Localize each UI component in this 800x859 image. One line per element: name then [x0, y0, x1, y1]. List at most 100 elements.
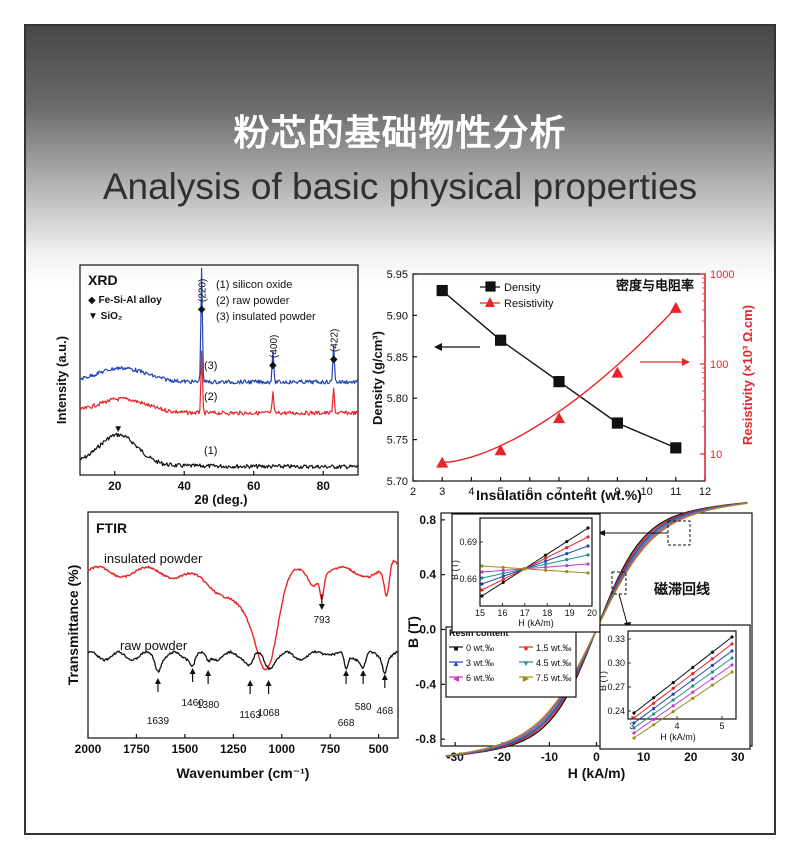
ftir-x-tick-label: 1000: [268, 742, 295, 756]
bh-title: 磁滞回线: [654, 581, 710, 597]
inset-upper-point: [501, 574, 505, 579]
density-x-axis-label: Insulation content (wt.%): [476, 487, 642, 503]
ftir-band-label: 580: [355, 702, 372, 713]
inset-lower-point: [671, 704, 675, 708]
inset-upper-x-tick-label: 18: [542, 608, 552, 618]
inset-lower-point: [671, 698, 675, 702]
resistivity-y-tick-label: 10: [710, 449, 722, 461]
inset-lower-point: [632, 716, 636, 720]
inset-upper-y-label: B (T): [450, 560, 460, 580]
bh-x-tick-label: 30: [731, 750, 745, 764]
inset-lower-y-tick-label: 0.30: [607, 658, 625, 668]
xrd-series-label: (1): [204, 445, 217, 457]
bh-x-tick-label: -30: [446, 750, 464, 764]
ftir-band-arrow-head: [265, 680, 272, 686]
bh-x-tick-label: -10: [541, 750, 559, 764]
bh-legend-box: [445, 626, 577, 698]
bh-y-tick-label: 0.8: [419, 513, 436, 527]
ftir-plot-frame: [87, 511, 399, 739]
bh-zoom-arrow: [598, 530, 605, 536]
inset-upper-x-tick-label: 19: [565, 608, 575, 618]
ftir-band-label: 1380: [197, 700, 220, 711]
density-y-tick-label: 5.70: [387, 476, 408, 488]
ftir-raw-curve: [87, 650, 398, 675]
bh-legend-marker: ●: [524, 644, 529, 653]
inset-upper-y-tick-label: 0.66: [459, 574, 477, 584]
xrd-series-line: [79, 350, 359, 416]
ftir-x-tick-label: 1750: [123, 742, 150, 756]
bh-legend-marker: ■: [454, 644, 459, 653]
inset-lower-point: [671, 681, 675, 685]
inset-upper-point: [586, 535, 590, 539]
xrd-peak-label: (422): [330, 329, 341, 352]
density-series-line: [441, 290, 677, 449]
inset-upper-point: [501, 565, 505, 570]
inset-upper-frame: [479, 517, 593, 607]
density-point: [670, 442, 682, 454]
inset-upper-point: [501, 571, 505, 576]
inset-lower-point: [691, 690, 695, 694]
inset-upper-x-tick-label: 15: [475, 608, 485, 618]
inset-upper-point: [544, 565, 548, 569]
inset-upper-curve: [481, 536, 589, 591]
inset-upper-point: [586, 571, 590, 575]
xrd-x-tick-label: 80: [317, 479, 331, 493]
inset-upper-point: [544, 559, 548, 563]
inset-lower-point: [710, 677, 715, 681]
density-point: [436, 284, 448, 297]
density-y-tick-label: 5.90: [387, 310, 408, 322]
inset-upper-point: [565, 546, 569, 550]
density-title: 密度与电阻率: [615, 278, 694, 293]
xrd-peak-marker: ◆: [198, 304, 206, 315]
inset-lower-point: [730, 642, 734, 646]
inset-upper-point: [501, 577, 505, 582]
xrd-x-tick-label: 60: [247, 479, 261, 493]
inset-upper-point: [565, 552, 569, 556]
inset-lower-curve: [633, 636, 733, 714]
xrd-legend-alloy: ◆ Fe-Si-Al alloy: [88, 295, 162, 306]
density-x-tick-label: 10: [640, 486, 652, 498]
density-point: [553, 376, 565, 388]
inset-lower-curve: [633, 650, 733, 724]
inset-lower-point: [632, 736, 636, 740]
inset-lower-point: [691, 684, 695, 688]
inset-lower-y-tick-label: 0.27: [607, 682, 625, 692]
bh-x-tick-label: -20: [494, 750, 512, 764]
bh-zoom-connector: [618, 593, 629, 628]
xrd-y-axis-label: Intensity (a.u.): [54, 336, 69, 424]
inset-lower-y-label: B (T): [598, 671, 608, 691]
inset-lower-x-label: H (kA/m): [660, 732, 696, 742]
ftir-insulated-curve: [87, 559, 398, 671]
density-y-tick-label: 5.85: [387, 352, 408, 364]
inset-lower-point: [652, 696, 656, 700]
inset-upper-curve: [481, 554, 589, 579]
inset-lower-point: [730, 649, 734, 653]
inset-upper-point: [480, 582, 484, 586]
inset-upper-x-tick-label: 16: [497, 608, 507, 618]
inset-lower-curve: [633, 664, 733, 734]
density-y-tick-label: 5.75: [387, 435, 408, 447]
density-y-tick-label: 5.80: [387, 393, 408, 405]
density-arrow-head: [434, 343, 442, 351]
inset-upper-point: [544, 568, 548, 572]
ftir-band-arrow-head: [189, 668, 196, 674]
xrd-legend-sample: (1) silicon oxide: [216, 279, 292, 291]
density-x-tick-label: 8: [585, 486, 591, 498]
ftir-band-label: 1068: [257, 708, 280, 719]
ftir-x-tick-label: 2000: [75, 742, 102, 756]
inset-upper-curve: [481, 545, 589, 585]
density-x-tick-label: 7: [556, 486, 562, 498]
inset-lower-point: [632, 731, 636, 735]
bh-y-tick-label: 0.0: [419, 623, 436, 637]
bh-legend-label: 1.5 wt.‰: [536, 643, 572, 653]
xrd-series-line: [79, 432, 359, 470]
density-x-tick-label: 2: [410, 486, 416, 498]
inset-lower-x-tick-label: 3: [629, 721, 634, 731]
ftir-x-tick-label: 750: [320, 742, 340, 756]
bh-legend-label: 0 wt.‰: [466, 643, 494, 653]
inset-upper-point: [501, 580, 505, 585]
density-x-tick-label: 6: [527, 486, 533, 498]
density-x-tick-label: 12: [699, 486, 711, 498]
inset-lower-curve: [633, 643, 733, 719]
xrd-plot-frame: [79, 264, 359, 476]
